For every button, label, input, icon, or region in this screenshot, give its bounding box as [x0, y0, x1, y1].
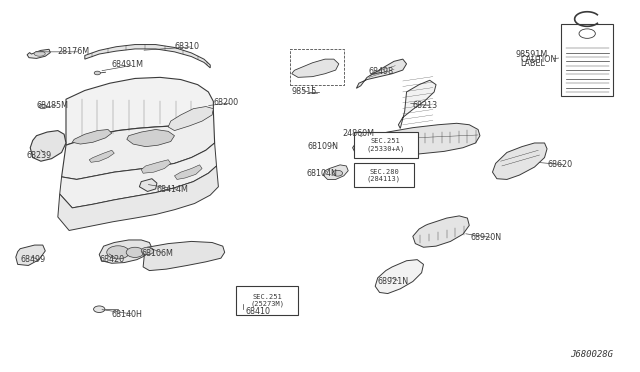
Polygon shape: [141, 160, 171, 173]
Text: CAUTION: CAUTION: [521, 55, 557, 64]
Text: J680028G: J680028G: [570, 350, 614, 359]
Text: 24860M: 24860M: [342, 129, 374, 138]
Polygon shape: [168, 106, 213, 131]
Text: 68104N: 68104N: [306, 169, 337, 178]
Polygon shape: [175, 165, 202, 179]
Polygon shape: [34, 51, 45, 56]
FancyBboxPatch shape: [561, 25, 613, 96]
Text: SEC.280
(284113): SEC.280 (284113): [367, 169, 401, 182]
Polygon shape: [413, 216, 469, 247]
Polygon shape: [323, 165, 348, 179]
Polygon shape: [27, 49, 51, 58]
Circle shape: [141, 247, 154, 254]
Text: 68106M: 68106M: [141, 249, 173, 258]
Polygon shape: [61, 111, 214, 179]
Circle shape: [333, 170, 342, 176]
Polygon shape: [60, 143, 216, 208]
Text: 68485M: 68485M: [36, 100, 68, 110]
Polygon shape: [398, 80, 436, 128]
Text: 68420: 68420: [99, 255, 124, 264]
Polygon shape: [89, 150, 115, 162]
FancyBboxPatch shape: [354, 132, 418, 158]
Text: SEC.251
(25273M): SEC.251 (25273M): [250, 294, 284, 307]
Text: 68410: 68410: [246, 307, 271, 316]
Text: 68310: 68310: [175, 42, 200, 51]
Circle shape: [94, 71, 100, 75]
Circle shape: [93, 306, 105, 312]
Text: 28176M: 28176M: [58, 47, 90, 56]
Polygon shape: [16, 245, 45, 266]
Polygon shape: [99, 240, 152, 263]
Polygon shape: [292, 59, 339, 77]
Circle shape: [361, 135, 369, 141]
Text: SEC.251
(25330+A): SEC.251 (25330+A): [367, 138, 405, 152]
Circle shape: [126, 247, 144, 257]
Text: 68239: 68239: [26, 151, 52, 160]
Polygon shape: [85, 45, 211, 68]
Polygon shape: [72, 129, 112, 144]
Polygon shape: [375, 260, 424, 294]
Polygon shape: [140, 179, 157, 192]
Polygon shape: [356, 59, 406, 88]
Polygon shape: [127, 129, 175, 147]
Text: 68200: 68200: [213, 98, 239, 108]
FancyBboxPatch shape: [354, 163, 414, 187]
Text: 68109N: 68109N: [307, 142, 339, 151]
Polygon shape: [143, 241, 225, 270]
Text: 68498: 68498: [369, 67, 394, 76]
Text: 68920N: 68920N: [470, 233, 502, 242]
Polygon shape: [30, 131, 66, 161]
Text: 68140H: 68140H: [112, 310, 143, 319]
Polygon shape: [58, 166, 218, 231]
Polygon shape: [353, 123, 480, 158]
Text: 68921N: 68921N: [378, 277, 409, 286]
FancyBboxPatch shape: [236, 286, 298, 315]
Text: 68213: 68213: [413, 101, 438, 110]
Text: LABEL: LABEL: [521, 60, 545, 68]
Text: 68620: 68620: [547, 160, 572, 169]
Text: 98515: 98515: [292, 87, 317, 96]
Polygon shape: [493, 143, 547, 179]
Text: 68499: 68499: [20, 255, 45, 264]
Text: 68491M: 68491M: [112, 61, 144, 70]
Circle shape: [579, 29, 595, 38]
Text: 68414M: 68414M: [157, 185, 189, 194]
Circle shape: [39, 104, 47, 109]
Circle shape: [107, 246, 129, 259]
Polygon shape: [66, 77, 213, 145]
Text: 98591M: 98591M: [516, 49, 548, 58]
